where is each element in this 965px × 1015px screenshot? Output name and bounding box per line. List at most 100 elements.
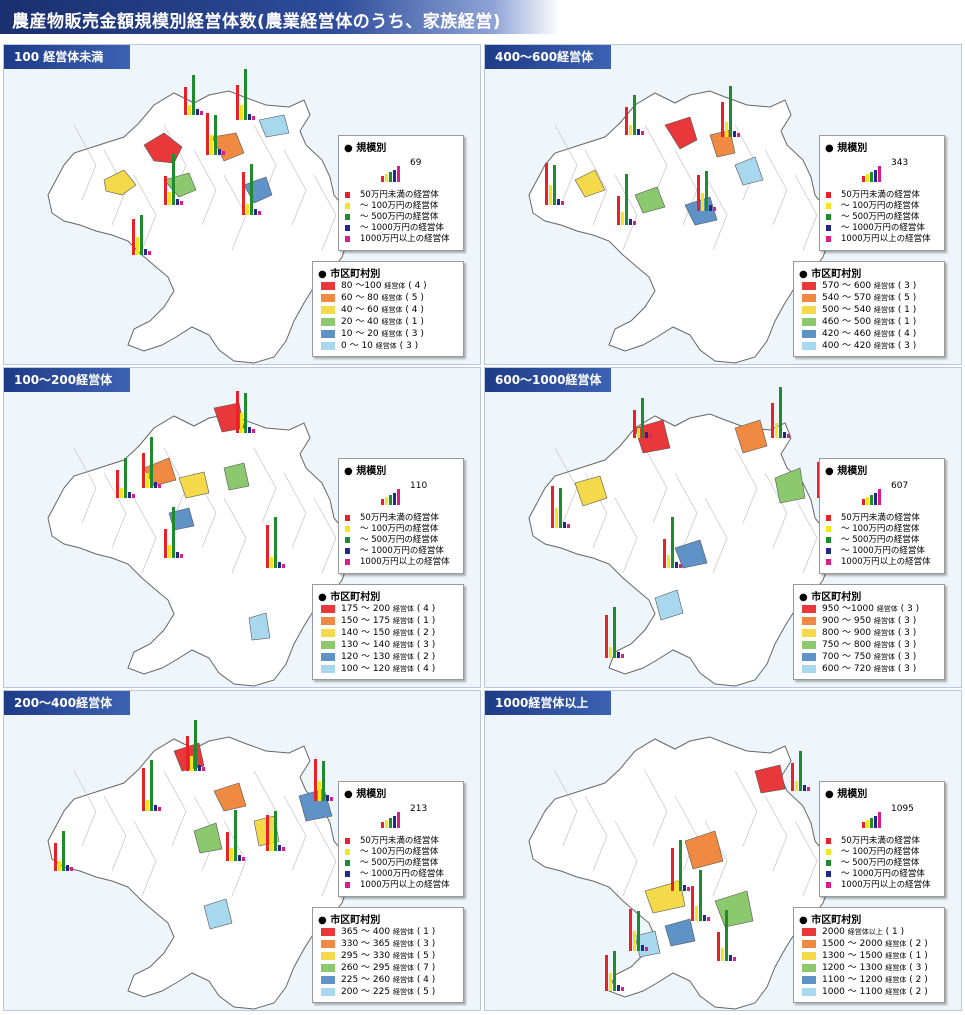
municipal-border [554,124,578,201]
municipality-bar [733,131,736,137]
municipality-bar [717,932,720,961]
legend-range: 950 ～1000 [822,604,877,614]
municipality-legend-item: 900 ～ 950 経営体 ( 3 ) [802,615,916,627]
municipality-bar [783,432,786,438]
legend-count: ( 4 ) [413,664,436,674]
legend-swatch [826,837,831,844]
municipality-bar [154,805,157,811]
scale-legend-label: 1000万円以上の経営体 [841,234,931,244]
scale-legend-label: ～ 500万円の経営体 [841,858,920,868]
municipality-bar [198,765,201,771]
municipality-bar [236,85,239,120]
municipality-legend-item: 800 ～ 900 経営体 ( 3 ) [802,627,916,639]
municipal-border [103,795,127,872]
municipality-bar [150,437,153,488]
scale-legend-item: ～ 500万円の経営体 [826,535,919,546]
municipal-border [704,497,728,574]
municipality-legend-item: 40 ～ 60 経営体 ( 4 ) [321,304,424,316]
municipality-bar [124,458,127,498]
legend-count: ( 1 ) [894,317,917,327]
municipality-legend-item: 0 ～ 10 経営体 ( 3 ) [321,340,418,352]
panel-title: 1000経営体以上 [485,691,611,715]
municipality-legend-item: 200 ～ 225 経営体 ( 5 ) [321,986,435,998]
municipality-bar [248,427,251,433]
municipal-border [764,472,788,549]
municipality-bar [148,251,151,255]
legend-swatch [321,329,335,338]
scale-legend-label: ～ 100万円の経営体 [360,524,439,534]
municipality-bar [701,193,704,211]
scale-legend-item: ～ 1000万円の経営体 [345,869,444,880]
municipality-bar [641,131,644,135]
scale-sample-bar [866,497,869,505]
scale-legend-heading: ● 規模別 [825,466,868,477]
map-panel: 200～400経営体 ● 規模別 213 50万円未満の経営体～ 100万円の経営体～… [3,690,481,1011]
municipality-bar [222,151,225,155]
municipality-bar [164,176,167,205]
municipality-legend-item: 540 ～ 570 経営体 ( 5 ) [802,292,916,304]
municipality-bar [721,948,724,961]
legend-unit: 経営体 [381,318,403,326]
scale-sample-bar [397,812,400,828]
scale-sample-bar [862,176,865,182]
panel-title: 100 経営体未満 [4,45,130,69]
title-bar: 農産物販売金額規模別経営体数(農業経営体のうち、家族経営) [0,0,560,34]
legend-unit: 経営体 [885,940,907,948]
legend-range: 60 ～ 80 [341,293,382,303]
legend-swatch [321,927,335,936]
municipality-bar [705,171,708,211]
legend-unit: 経営体 [381,330,403,338]
municipality-bar [274,517,277,568]
municipal-border [794,497,818,574]
municipality-bar [282,564,285,568]
legend-range: 2000 [822,927,848,937]
municipality-bar [206,113,209,155]
municipality-bar [671,848,674,891]
legend-unit: 経営体 [873,342,895,350]
prefecture-outline [47,736,351,1010]
municipality-bar [234,810,237,861]
prefecture-outline [47,413,351,687]
scale-legend-item: 50万円未満の経営体 [345,513,439,524]
municipality-bar [637,911,640,951]
municipality-legend-heading: ● 市区町村別 [799,915,862,926]
scale-legend-item: ～ 500万円の経営体 [345,212,438,223]
legend-range: 420 ～ 460 [822,329,874,339]
scale-sample-bar [385,820,388,828]
legend-unit: 経営体 [873,294,895,302]
municipality-bar [270,833,273,851]
legend-swatch [321,628,335,637]
legend-range: 400 ～ 420 [822,341,874,351]
legend-swatch [345,514,350,521]
municipality-bar [70,867,73,871]
municipality-bar [633,95,636,135]
scale-sample-bar [874,170,877,182]
municipal-border [283,795,307,872]
municipality-bar [168,545,171,558]
municipality-bar [613,951,616,991]
municipality-legend-item: 1300 ～ 1500 経営体 ( 1 ) [802,950,928,962]
municipality-bar [553,165,556,205]
municipality-bar [625,107,628,135]
legend-unit: 経営体 [885,964,907,972]
legend-swatch [345,536,350,543]
legend-swatch [345,859,350,866]
municipality-legend-item: 150 ～ 175 経営体 ( 1 ) [321,615,435,627]
municipality-bar [679,564,682,568]
municipality-bar [172,154,175,205]
legend-swatch [321,652,335,661]
legend-count: ( 2 ) [906,975,928,985]
municipality-bar [645,947,648,951]
legend-count: ( 4 ) [405,281,427,291]
legend-range: 80 ～100 [341,281,385,291]
municipality-bar [318,781,321,801]
legend-swatch [321,341,335,350]
municipality-bar [244,69,247,120]
municipality-bar [62,831,65,871]
municipality-bar [200,111,203,115]
municipality-bar [330,797,333,801]
municipality-bar [703,915,706,921]
scale-legend-item: ～ 100万円の経営体 [345,847,438,858]
municipality-bar [180,201,183,205]
municipality-region [734,156,764,186]
